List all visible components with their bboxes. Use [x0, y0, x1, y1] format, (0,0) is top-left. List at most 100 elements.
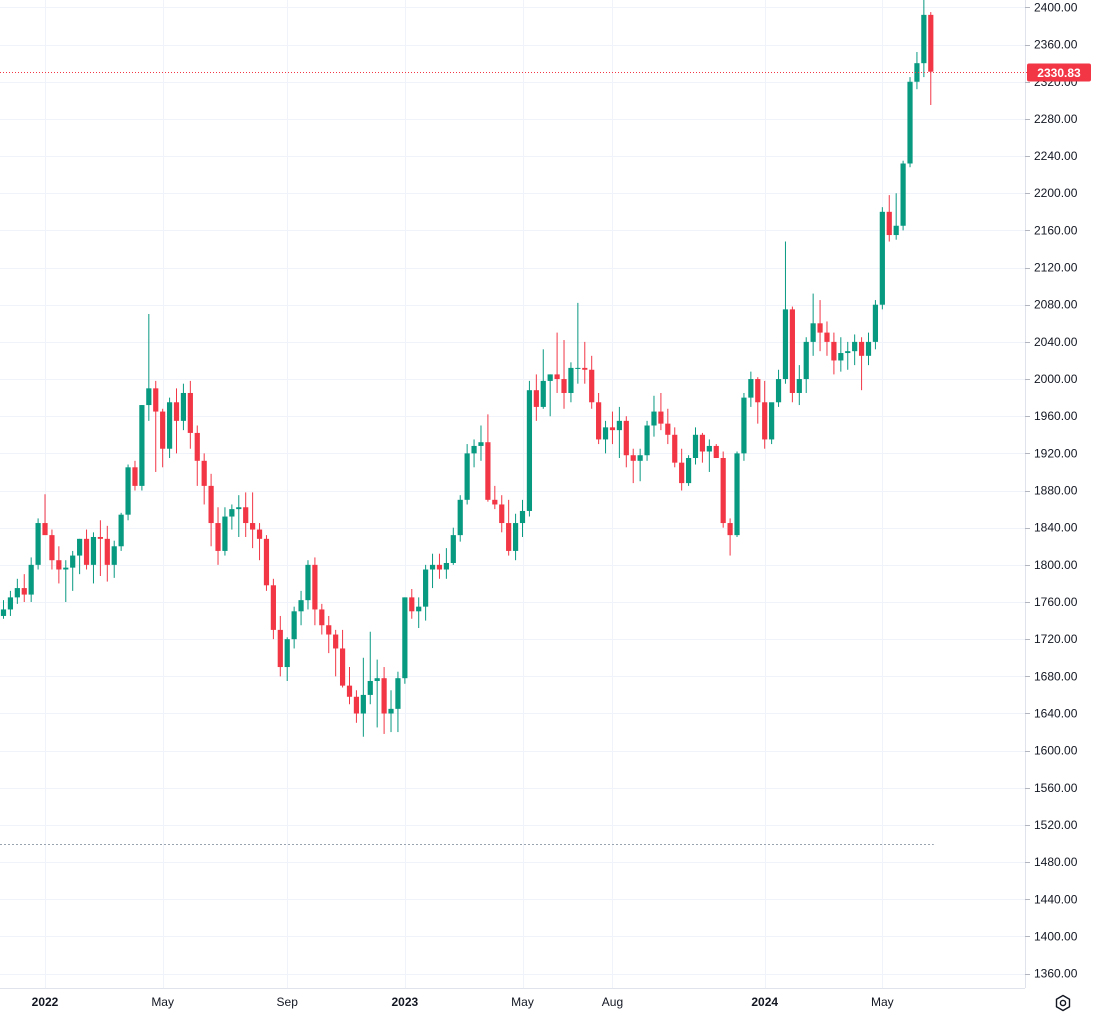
candle-body	[360, 694, 366, 714]
candle-body	[879, 211, 885, 305]
candle	[547, 374, 553, 417]
candle	[616, 406, 622, 459]
candle	[63, 560, 69, 603]
candle-body	[429, 564, 436, 570]
candle-body	[616, 420, 622, 431]
candle-body	[423, 569, 429, 607]
candle-body	[173, 402, 180, 421]
candle-body	[118, 514, 124, 547]
candle	[644, 420, 650, 461]
candle	[360, 657, 366, 737]
price-tick-label: 1720.00	[1034, 632, 1078, 646]
candle	[243, 492, 249, 537]
candle	[367, 631, 373, 705]
candle-body	[755, 379, 761, 403]
candle-body	[499, 504, 505, 524]
candle-body	[644, 425, 650, 456]
candle-body	[208, 485, 214, 524]
candle-body	[319, 609, 325, 626]
candle-body	[263, 538, 270, 586]
candle	[28, 557, 34, 603]
candle	[679, 448, 685, 491]
candle	[817, 300, 823, 352]
candle-body	[56, 560, 62, 570]
candle-body	[872, 304, 879, 342]
candle	[21, 574, 27, 603]
candle-body	[845, 351, 851, 354]
candle-body	[547, 374, 553, 381]
candle	[180, 383, 187, 431]
last-price-label: 2330.83	[1037, 66, 1081, 80]
candle	[0, 600, 7, 619]
price-tick-label: 1560.00	[1034, 781, 1078, 795]
candle-body	[512, 523, 519, 551]
candle-body	[796, 379, 802, 393]
candle	[402, 597, 408, 684]
candle	[35, 518, 41, 570]
price-tick-label: 1800.00	[1034, 558, 1078, 572]
candle	[900, 160, 906, 231]
candle	[90, 532, 97, 584]
candle-body	[651, 411, 657, 426]
candle	[381, 667, 387, 734]
candle	[886, 195, 892, 242]
candle-body	[685, 458, 692, 484]
time-tick-label: May	[871, 995, 894, 1009]
candle-body	[402, 597, 408, 679]
candle-body	[672, 434, 678, 463]
candle-body	[160, 411, 166, 449]
candle-body	[533, 390, 539, 407]
candle	[118, 512, 124, 551]
candle	[298, 590, 304, 626]
candle-body	[63, 567, 69, 570]
candle-body	[609, 427, 616, 431]
candle-body	[132, 467, 138, 486]
candle-body	[104, 538, 110, 565]
candle	[416, 597, 422, 629]
candle-body	[928, 14, 934, 72]
candle-body	[42, 523, 48, 536]
candle-body	[692, 434, 699, 459]
candle	[609, 411, 616, 445]
candle	[699, 432, 706, 463]
candle	[42, 494, 48, 536]
candle-body	[35, 523, 41, 565]
candle	[568, 362, 574, 403]
candle	[7, 590, 14, 616]
time-tick-label: 2022	[32, 995, 59, 1009]
candle-body	[782, 309, 789, 380]
candle-body	[630, 455, 636, 461]
price-tick-label: 1760.00	[1034, 595, 1078, 609]
time-tick-label: May	[151, 995, 174, 1009]
candle-body	[409, 597, 415, 612]
candle-body	[243, 507, 249, 524]
candle	[291, 606, 297, 649]
candle-body	[741, 397, 747, 454]
candle	[630, 448, 636, 484]
candle	[277, 615, 283, 677]
candle-body	[291, 611, 297, 640]
price-tick-label: 2000.00	[1034, 372, 1078, 386]
candle-body	[7, 597, 14, 610]
candle	[734, 451, 740, 537]
candle	[83, 529, 90, 570]
candle-body	[748, 379, 754, 398]
price-tick-label: 2280.00	[1034, 112, 1078, 126]
candle	[457, 495, 463, 542]
candle-body	[858, 341, 865, 356]
candle	[561, 340, 567, 409]
candle-body	[367, 680, 373, 695]
candle-body	[457, 499, 463, 536]
candle	[928, 12, 934, 105]
chart-settings-button[interactable]	[1052, 992, 1074, 1014]
candle	[589, 355, 595, 409]
candle	[326, 615, 332, 654]
candle-body	[893, 225, 899, 236]
candle	[388, 690, 394, 733]
price-tick-label: 1840.00	[1034, 521, 1078, 535]
candle	[49, 529, 55, 570]
candle	[637, 448, 643, 482]
candle-body	[914, 63, 920, 82]
candle	[533, 374, 539, 421]
